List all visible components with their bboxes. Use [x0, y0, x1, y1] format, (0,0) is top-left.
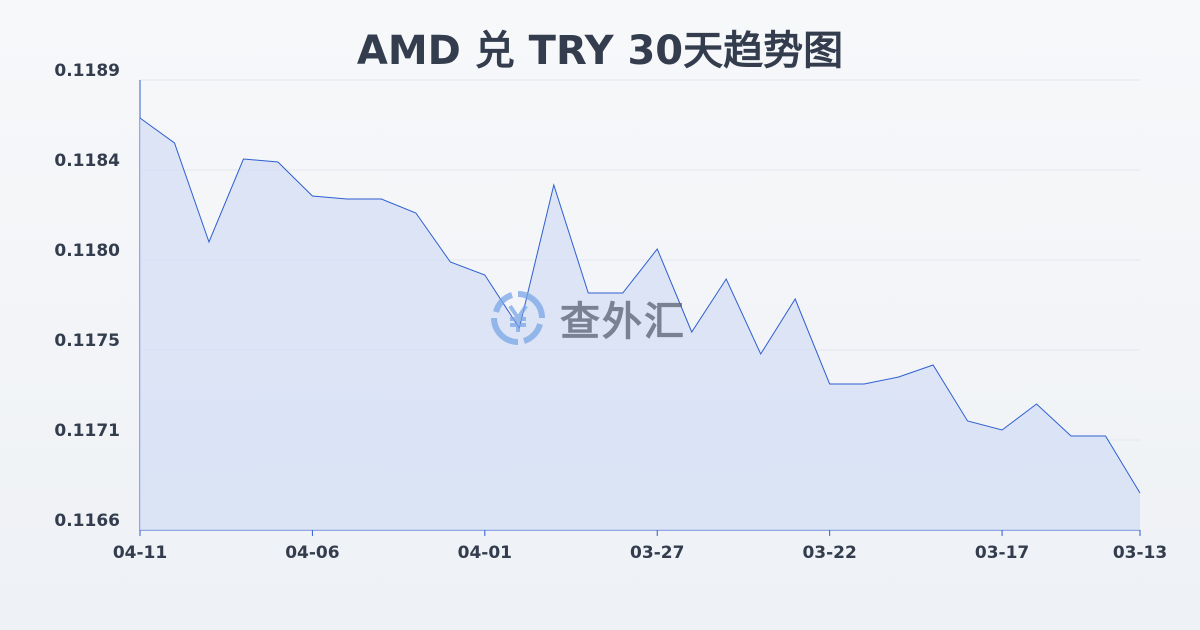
- yen-exchange-icon: [491, 291, 545, 345]
- y-tick-label: 0.1184: [54, 151, 120, 171]
- y-tick-label: 0.1180: [54, 241, 120, 261]
- x-tick-label: 04-01: [458, 543, 512, 563]
- watermark: 查外汇: [488, 288, 686, 348]
- x-tick-label: 04-06: [285, 543, 339, 563]
- x-tick-label: 04-11: [113, 543, 167, 563]
- x-tick-label: 03-13: [1113, 543, 1167, 563]
- y-tick-label: 0.1175: [54, 331, 120, 351]
- area-fill: [140, 118, 1140, 530]
- watermark-text: 查外汇: [560, 299, 686, 345]
- x-tick-label: 03-17: [975, 543, 1029, 563]
- y-tick-label: 0.1166: [54, 511, 120, 531]
- y-tick-label: 0.1171: [54, 421, 120, 441]
- series-line: [139, 117, 1141, 494]
- chart-title: AMD 兑 TRY 30天趋势图: [356, 28, 844, 74]
- y-tick-label: 0.1189: [54, 61, 120, 81]
- x-tick-label: 03-22: [802, 543, 856, 563]
- x-tick-label: 03-27: [630, 543, 684, 563]
